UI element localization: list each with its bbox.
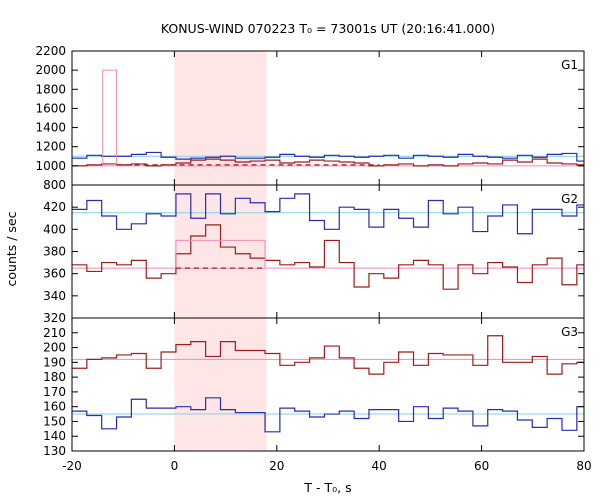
panel-label-g2: G2 xyxy=(561,192,578,206)
y-tick-label: 1000 xyxy=(35,159,66,173)
chart-title: KONUS-WIND 070223 T₀ = 73001s UT (20:16:… xyxy=(161,21,495,36)
y-tick-label: 400 xyxy=(43,222,66,236)
y-tick-label: 150 xyxy=(43,414,66,428)
burst-box-g2 xyxy=(175,239,266,269)
panel-g1: 800 1000 1200 1400 1600 1800 2000 2200 G1 xyxy=(35,44,585,192)
series-blue-g3 xyxy=(72,397,584,433)
y-tick-label: 2200 xyxy=(35,44,66,58)
x-tick-label: 20 xyxy=(269,459,284,473)
x-tick-label: 60 xyxy=(474,459,489,473)
y-tick-label: 130 xyxy=(43,444,66,458)
x-tick-label: 0 xyxy=(171,459,179,473)
y-tick-label: 210 xyxy=(43,326,66,340)
y-tick-label: 800 xyxy=(43,178,66,192)
y-tick-label: 200 xyxy=(43,341,66,355)
y-axis-label: counts / sec xyxy=(4,211,19,286)
series-red-g3 xyxy=(72,335,584,375)
y-tick-label: 1600 xyxy=(35,101,66,115)
series-blue-g1 xyxy=(72,151,584,162)
x-tick-labels: -20 0 20 40 60 80 xyxy=(62,459,591,473)
shaded-interval xyxy=(174,51,267,451)
y-tick-label: 2000 xyxy=(35,63,66,77)
panel-g2: 320 340 360 380 400 420 G2 xyxy=(43,184,585,325)
panel-label-g1: G1 xyxy=(561,58,578,72)
x-tick-label: 40 xyxy=(372,459,387,473)
burst-box-g1 xyxy=(102,69,118,166)
x-axis-label: T - T₀, s xyxy=(303,480,351,495)
y-tick-label: 180 xyxy=(43,370,66,384)
y-tick-label: 360 xyxy=(43,267,66,281)
y-tick-label: 320 xyxy=(43,311,66,325)
panel-label-g3: G3 xyxy=(561,325,578,339)
y-tick-label: 170 xyxy=(43,385,66,399)
y-tick-label: 1800 xyxy=(35,82,66,96)
series-red-g1 xyxy=(72,158,584,167)
panel-frame-g3 xyxy=(71,317,585,452)
y-tick-label: 340 xyxy=(43,289,66,303)
y-tick-label: 190 xyxy=(43,355,66,369)
y-tick-label: 1400 xyxy=(35,121,66,135)
y-tick-label: 380 xyxy=(43,245,66,259)
y-tick-label: 140 xyxy=(43,429,66,443)
series-red-g2 xyxy=(72,224,584,290)
y-tick-label: 420 xyxy=(43,200,66,214)
y-tick-label: 1200 xyxy=(35,140,66,154)
x-tick-label: 80 xyxy=(576,459,591,473)
x-tick-label: -20 xyxy=(62,459,82,473)
series-blue-g2 xyxy=(72,193,584,235)
y-tick-label: 160 xyxy=(43,400,66,414)
panels: 8001000120014001600180020002200G13203403… xyxy=(35,44,585,458)
